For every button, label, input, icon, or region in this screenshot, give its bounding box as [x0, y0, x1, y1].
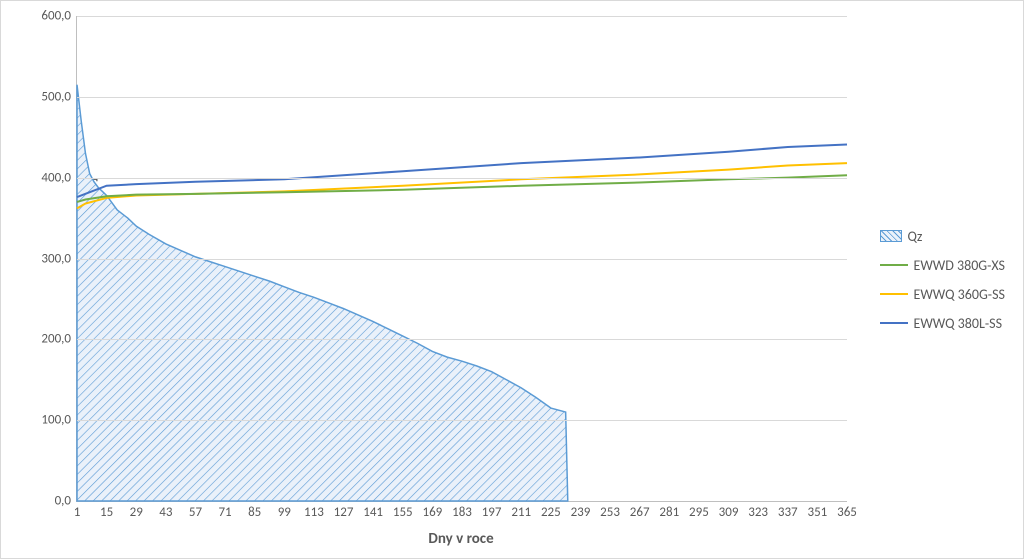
legend-item: Qz [880, 228, 1006, 245]
x-tick-label: 253 [600, 501, 620, 520]
x-tick-label: 211 [511, 501, 531, 520]
legend-label: EWWQ 380L-SS [914, 315, 1003, 332]
x-tick-label: 85 [248, 501, 261, 520]
x-tick-label: 141 [363, 501, 383, 520]
x-tick-label: 281 [659, 501, 679, 520]
x-tick-label: 197 [482, 501, 502, 520]
gridline [77, 178, 847, 179]
series-line [77, 145, 847, 198]
x-tick-label: 127 [334, 501, 354, 520]
legend-item: EWWQ 360G-SS [880, 286, 1006, 303]
x-tick-label: 155 [393, 501, 413, 520]
y-tick-label: 200,0 [41, 332, 77, 347]
legend: Qz EWWD 380G-XS EWWQ 360G-SS EWWQ 380L-SS [880, 216, 1006, 344]
x-tick-label: 295 [689, 501, 709, 520]
legend-item: EWWQ 380L-SS [880, 315, 1006, 332]
x-tick-label: 113 [304, 501, 324, 520]
x-tick-label: 99 [278, 501, 291, 520]
gridline [77, 339, 847, 340]
x-tick-label: 267 [630, 501, 650, 520]
x-tick-label: 351 [807, 501, 827, 520]
legend-label: EWWD 380G-XS [914, 257, 1006, 274]
legend-swatch-line [880, 322, 908, 324]
y-tick-label: 100,0 [41, 413, 77, 428]
legend-swatch-line [880, 293, 908, 295]
gridline [77, 420, 847, 421]
x-tick-label: 239 [571, 501, 591, 520]
legend-item: EWWD 380G-XS [880, 257, 1006, 274]
y-tick-label: 600,0 [41, 9, 77, 24]
x-tick-label: 309 [719, 501, 739, 520]
legend-swatch-line [880, 264, 908, 266]
chart-container: Tepelná ztráta, topný výkon [kW] 0,0100,… [0, 0, 1024, 559]
x-tick-label: 15 [100, 501, 113, 520]
gridline [77, 259, 847, 260]
series-line [77, 163, 847, 208]
qz-area [77, 85, 568, 501]
x-tick-label: 57 [189, 501, 202, 520]
gridline [77, 97, 847, 98]
y-tick-label: 400,0 [41, 170, 77, 185]
x-tick-label: 43 [159, 501, 172, 520]
x-tick-label: 169 [422, 501, 442, 520]
x-tick-label: 225 [541, 501, 561, 520]
plot-inner: 0,0100,0200,0300,0400,0500,0600,01152943… [76, 16, 847, 502]
legend-label: EWWQ 360G-SS [914, 286, 1005, 303]
y-tick-label: 300,0 [41, 251, 77, 266]
gridline [77, 16, 847, 17]
x-tick-label: 1 [74, 501, 81, 520]
y-tick-label: 500,0 [41, 89, 77, 104]
x-tick-label: 183 [452, 501, 472, 520]
legend-label: Qz [908, 228, 923, 245]
x-tick-label: 29 [130, 501, 143, 520]
legend-swatch-hatch [880, 230, 902, 242]
x-axis-title: Dny v roce [76, 530, 846, 548]
x-tick-label: 71 [218, 501, 231, 520]
x-tick-label: 323 [748, 501, 768, 520]
series-line [77, 175, 847, 202]
x-tick-label: 365 [837, 501, 857, 520]
plot-area: 0,0100,0200,0300,0400,0500,0600,01152943… [76, 16, 846, 501]
x-tick-label: 337 [778, 501, 798, 520]
